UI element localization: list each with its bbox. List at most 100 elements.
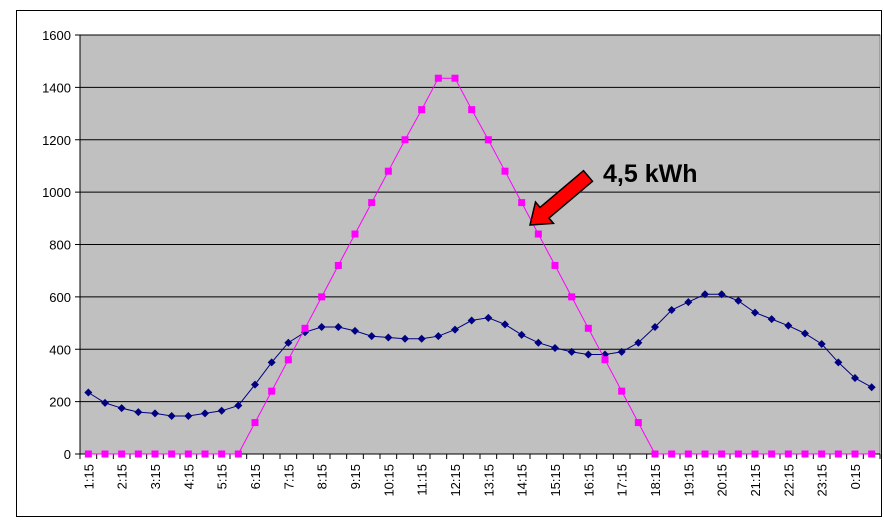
x-tick-label: 23:15 (815, 464, 830, 497)
y-tick-label: 1600 (42, 28, 71, 43)
x-tick-label: 2:15 (115, 464, 130, 489)
annotation-layer: 4,5 kWh (529, 160, 697, 226)
series-1-point (734, 296, 743, 305)
series-1-point (767, 315, 776, 324)
series-1-point (784, 321, 793, 330)
x-tick-label: 3:15 (148, 464, 163, 489)
series-2-point (784, 450, 792, 458)
y-tick-label: 0 (64, 447, 71, 462)
y-tick-label: 400 (49, 342, 71, 357)
gridlines (75, 34, 880, 455)
series-1-point (367, 332, 376, 341)
series-1-point (517, 330, 526, 339)
series-1-point (834, 358, 843, 367)
series-2-point (634, 419, 642, 427)
series-2-point (618, 387, 626, 395)
series-1-point (851, 374, 859, 383)
series-2-point (401, 136, 409, 144)
series-1-point (284, 338, 293, 347)
x-tick-label: 5:15 (215, 464, 230, 489)
series-1-point (151, 409, 159, 418)
red-arrow-icon (529, 169, 594, 226)
series-1-point (84, 388, 93, 397)
series-2-point (334, 261, 342, 269)
series-1-point (167, 412, 176, 421)
series-2-point (134, 450, 142, 458)
series-2-point (284, 356, 292, 364)
x-tick-label: 9:15 (348, 464, 363, 489)
series-1-point (251, 380, 259, 389)
series-1-point (501, 320, 509, 329)
x-tick-label: 4:15 (181, 464, 196, 489)
series-1-point (201, 409, 209, 418)
series-1-point (101, 398, 109, 407)
series-1-point (684, 298, 693, 307)
series-1-point (134, 408, 143, 417)
series-2-point (568, 293, 576, 301)
series-2-point (234, 450, 242, 458)
series-2-point (684, 450, 692, 458)
series-1-point (234, 401, 243, 410)
series-2-point (351, 230, 359, 238)
series-2-point (601, 356, 609, 364)
series-1-point (751, 308, 759, 317)
series-2-point (151, 450, 159, 458)
series-2-point (201, 450, 209, 458)
series-1-point (801, 329, 809, 338)
y-tick-label: 1400 (42, 80, 71, 95)
series-2-point (851, 450, 859, 458)
series-1-point (184, 412, 193, 421)
series-2-point (551, 261, 559, 269)
series-1-point (634, 338, 643, 347)
series-layer (84, 74, 876, 458)
x-tick-label: 10:15 (381, 464, 396, 497)
x-tick-label: 12:15 (448, 464, 463, 497)
series-1-point (701, 290, 709, 299)
series-2-point (518, 199, 526, 207)
series-2-point (118, 450, 126, 458)
series-2-point (701, 450, 709, 458)
x-tick-label: 14:15 (515, 464, 530, 497)
series-1-point (651, 322, 659, 331)
series-2-point (384, 167, 392, 175)
x-tick-label: 11:15 (415, 464, 430, 496)
series-2-point (668, 450, 676, 458)
series-1-point (317, 322, 326, 331)
series-1-point (584, 350, 593, 359)
x-tick-label: 22:15 (781, 464, 796, 497)
series-1-point (617, 347, 626, 356)
series-2-point (718, 450, 726, 458)
series-2-point (651, 450, 659, 458)
y-tick-label: 200 (49, 395, 71, 410)
x-tick-label: 17:15 (615, 464, 630, 497)
series-2-point (534, 230, 542, 238)
y-tick-label: 600 (49, 290, 71, 305)
y-tick-label: 800 (49, 238, 71, 253)
series-2-point (451, 74, 459, 82)
series-2-point (301, 324, 309, 332)
series-2-point (584, 324, 592, 332)
series-2-point (484, 136, 492, 144)
series-1-point (334, 322, 343, 331)
series-1-point (867, 383, 876, 392)
x-tick-label: 1:15 (81, 464, 96, 489)
series-2-point (501, 167, 509, 175)
x-tick-label: 20:15 (715, 464, 730, 497)
series-2-point (434, 74, 442, 82)
series-2-point (801, 450, 809, 458)
series-2-point (101, 450, 109, 458)
x-tick-label: 21:15 (748, 464, 763, 497)
y-tick-label: 1200 (42, 133, 71, 148)
series-1-point (217, 406, 226, 415)
series-1-point (351, 326, 359, 335)
series-1-point (717, 290, 726, 299)
series-1-point (667, 305, 676, 314)
x-tick-label: 7:15 (281, 464, 296, 489)
y-tick-labels: 0 200 400 600 800 1000 1200 1400 1600 (42, 28, 71, 462)
x-tick-label: 13:15 (481, 464, 496, 497)
series-2-point (168, 450, 176, 458)
series-1-point (467, 316, 476, 325)
series-2-point (468, 106, 476, 114)
x-tick-labels: 1:15 2:15 3:15 4:15 5:15 6:15 7:15 8:15 9:15 10:1… (81, 464, 863, 497)
series-2-point (268, 387, 276, 395)
